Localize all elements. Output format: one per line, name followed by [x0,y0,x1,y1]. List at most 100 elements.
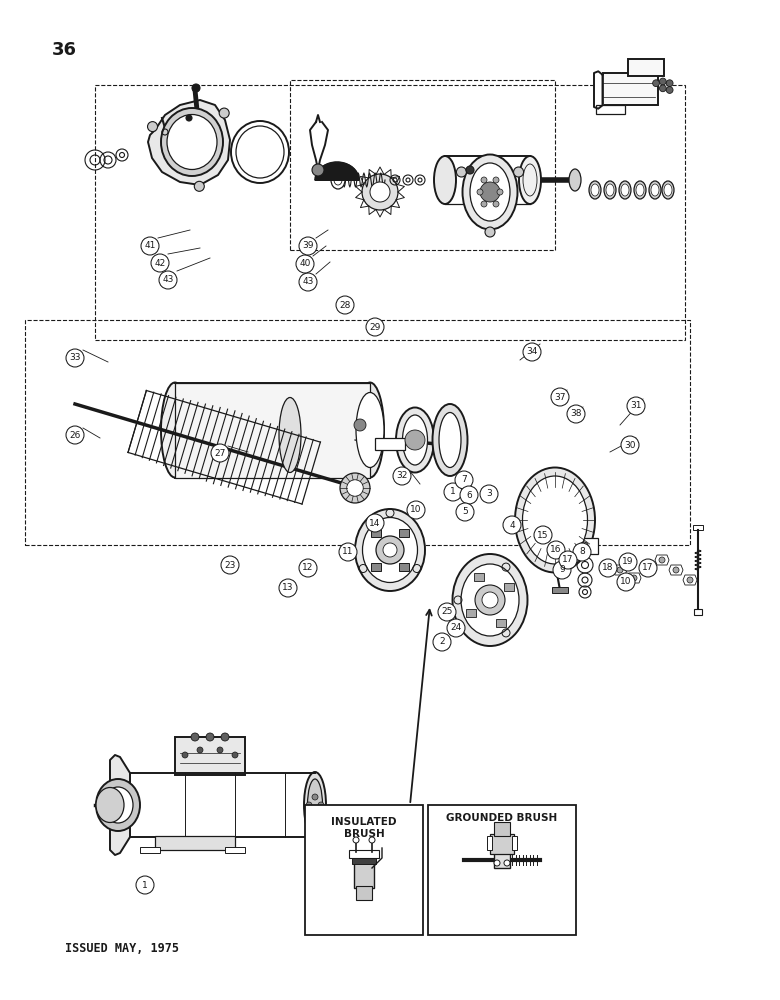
Text: 16: 16 [550,546,562,554]
Circle shape [366,318,384,336]
Circle shape [553,561,571,579]
Circle shape [299,559,317,577]
Ellipse shape [619,181,631,199]
Ellipse shape [167,114,217,169]
Bar [504,583,514,591]
Text: 1: 1 [142,880,148,890]
Bar [354,860,374,888]
Circle shape [631,575,637,581]
Circle shape [559,551,577,569]
Circle shape [194,181,204,191]
Circle shape [639,559,657,577]
Circle shape [627,397,645,415]
Circle shape [369,837,375,843]
Circle shape [551,388,569,406]
Ellipse shape [434,156,456,204]
Circle shape [405,430,425,450]
Circle shape [151,254,169,272]
Ellipse shape [439,412,461,468]
Circle shape [493,177,499,183]
Bar [155,836,235,850]
Circle shape [339,543,357,561]
Bar [694,609,702,615]
Bar [352,856,376,864]
Circle shape [376,536,404,564]
Circle shape [438,603,456,621]
Bar [25,320,690,545]
Text: 15: 15 [537,530,549,540]
Ellipse shape [304,772,326,838]
Polygon shape [315,162,359,180]
Bar [494,822,510,836]
Text: 29: 29 [369,322,381,332]
Circle shape [475,585,505,615]
Polygon shape [669,565,683,575]
Bar [356,886,372,900]
Text: 11: 11 [342,548,354,556]
Text: 39: 39 [303,241,314,250]
Ellipse shape [356,382,384,478]
Ellipse shape [161,108,223,176]
Ellipse shape [363,518,417,582]
Circle shape [353,837,359,843]
Text: 10: 10 [620,578,632,586]
Text: 5: 5 [462,508,468,516]
Text: 27: 27 [215,448,225,458]
Bar [95,85,685,340]
Text: 43: 43 [303,277,314,286]
Circle shape [653,80,659,87]
Text: 43: 43 [162,275,174,284]
Ellipse shape [523,476,587,564]
Circle shape [456,167,466,177]
Ellipse shape [103,787,133,823]
Bar [552,587,568,593]
Circle shape [621,436,639,454]
Ellipse shape [355,509,425,591]
Polygon shape [110,755,130,855]
Ellipse shape [307,779,322,831]
Bar [399,529,410,537]
Text: 26: 26 [69,430,80,440]
Circle shape [504,860,510,866]
Circle shape [366,514,384,532]
Ellipse shape [452,554,527,646]
Text: 19: 19 [622,558,633,566]
Ellipse shape [664,184,672,196]
Circle shape [141,237,159,255]
Polygon shape [655,555,669,565]
Circle shape [523,343,541,361]
Circle shape [354,419,366,431]
Text: 36: 36 [52,41,77,59]
Ellipse shape [634,181,646,199]
Circle shape [312,164,324,176]
Circle shape [279,579,297,597]
Circle shape [232,752,238,758]
Circle shape [217,747,223,753]
Circle shape [312,810,318,816]
Circle shape [66,349,84,367]
Circle shape [513,167,523,177]
Text: 18: 18 [602,564,614,572]
Bar [349,850,379,858]
Text: 30: 30 [624,440,636,450]
Ellipse shape [662,181,674,199]
Circle shape [186,115,192,121]
Circle shape [460,486,478,504]
Ellipse shape [651,184,659,196]
Bar [628,59,664,76]
Circle shape [659,557,665,563]
Ellipse shape [96,788,124,822]
Circle shape [299,273,317,291]
Circle shape [534,526,552,544]
Ellipse shape [515,468,595,572]
Circle shape [407,501,425,519]
Bar [305,805,423,935]
Circle shape [306,802,312,808]
Text: 37: 37 [555,392,565,401]
Circle shape [673,567,679,573]
Circle shape [211,444,229,462]
Circle shape [494,860,500,866]
Circle shape [547,541,565,559]
Bar [487,836,492,850]
Text: 9: 9 [559,566,565,574]
